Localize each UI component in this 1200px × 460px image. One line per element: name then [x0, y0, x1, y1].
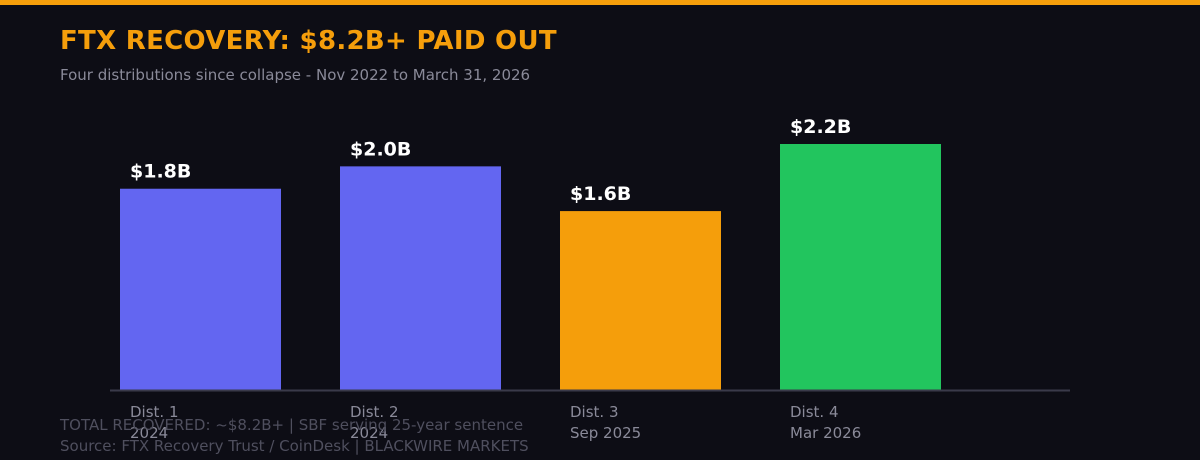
chart-subtitle: Four distributions since collapse - Nov …: [60, 66, 531, 84]
bar-4: [780, 144, 941, 390]
tick-date-1: 2024: [130, 424, 168, 442]
bar-3: [560, 211, 721, 390]
bar-1: [120, 188, 281, 390]
footer-total-line: TOTAL RECOVERED: ~$8.2B+ | SBF serving 2…: [60, 416, 524, 434]
chart-title: FTX RECOVERY: $8.2B+ PAID OUT: [60, 26, 557, 56]
top-accent-bar: [0, 0, 1200, 5]
value-label-3: $1.6B: [570, 183, 631, 205]
footer-source-line: Source: FTX Recovery Trust / CoinDesk | …: [60, 437, 529, 455]
value-label-2: $2.0B: [350, 138, 411, 160]
tick-date-2: 2024: [350, 424, 388, 442]
tick-date-3: Sep 2025: [570, 424, 641, 442]
tick-label-2: Dist. 2: [350, 403, 399, 421]
tick-label-4: Dist. 4: [790, 403, 839, 421]
value-label-1: $1.8B: [130, 161, 191, 183]
bar-2: [340, 166, 501, 390]
tick-label-3: Dist. 3: [570, 403, 619, 421]
footer: TOTAL RECOVERED: ~$8.2B+ | SBF serving 2…: [60, 415, 529, 457]
tick-label-1: Dist. 1: [130, 403, 179, 421]
value-label-4: $2.2B: [790, 116, 851, 138]
tick-date-4: Mar 2026: [790, 424, 861, 442]
